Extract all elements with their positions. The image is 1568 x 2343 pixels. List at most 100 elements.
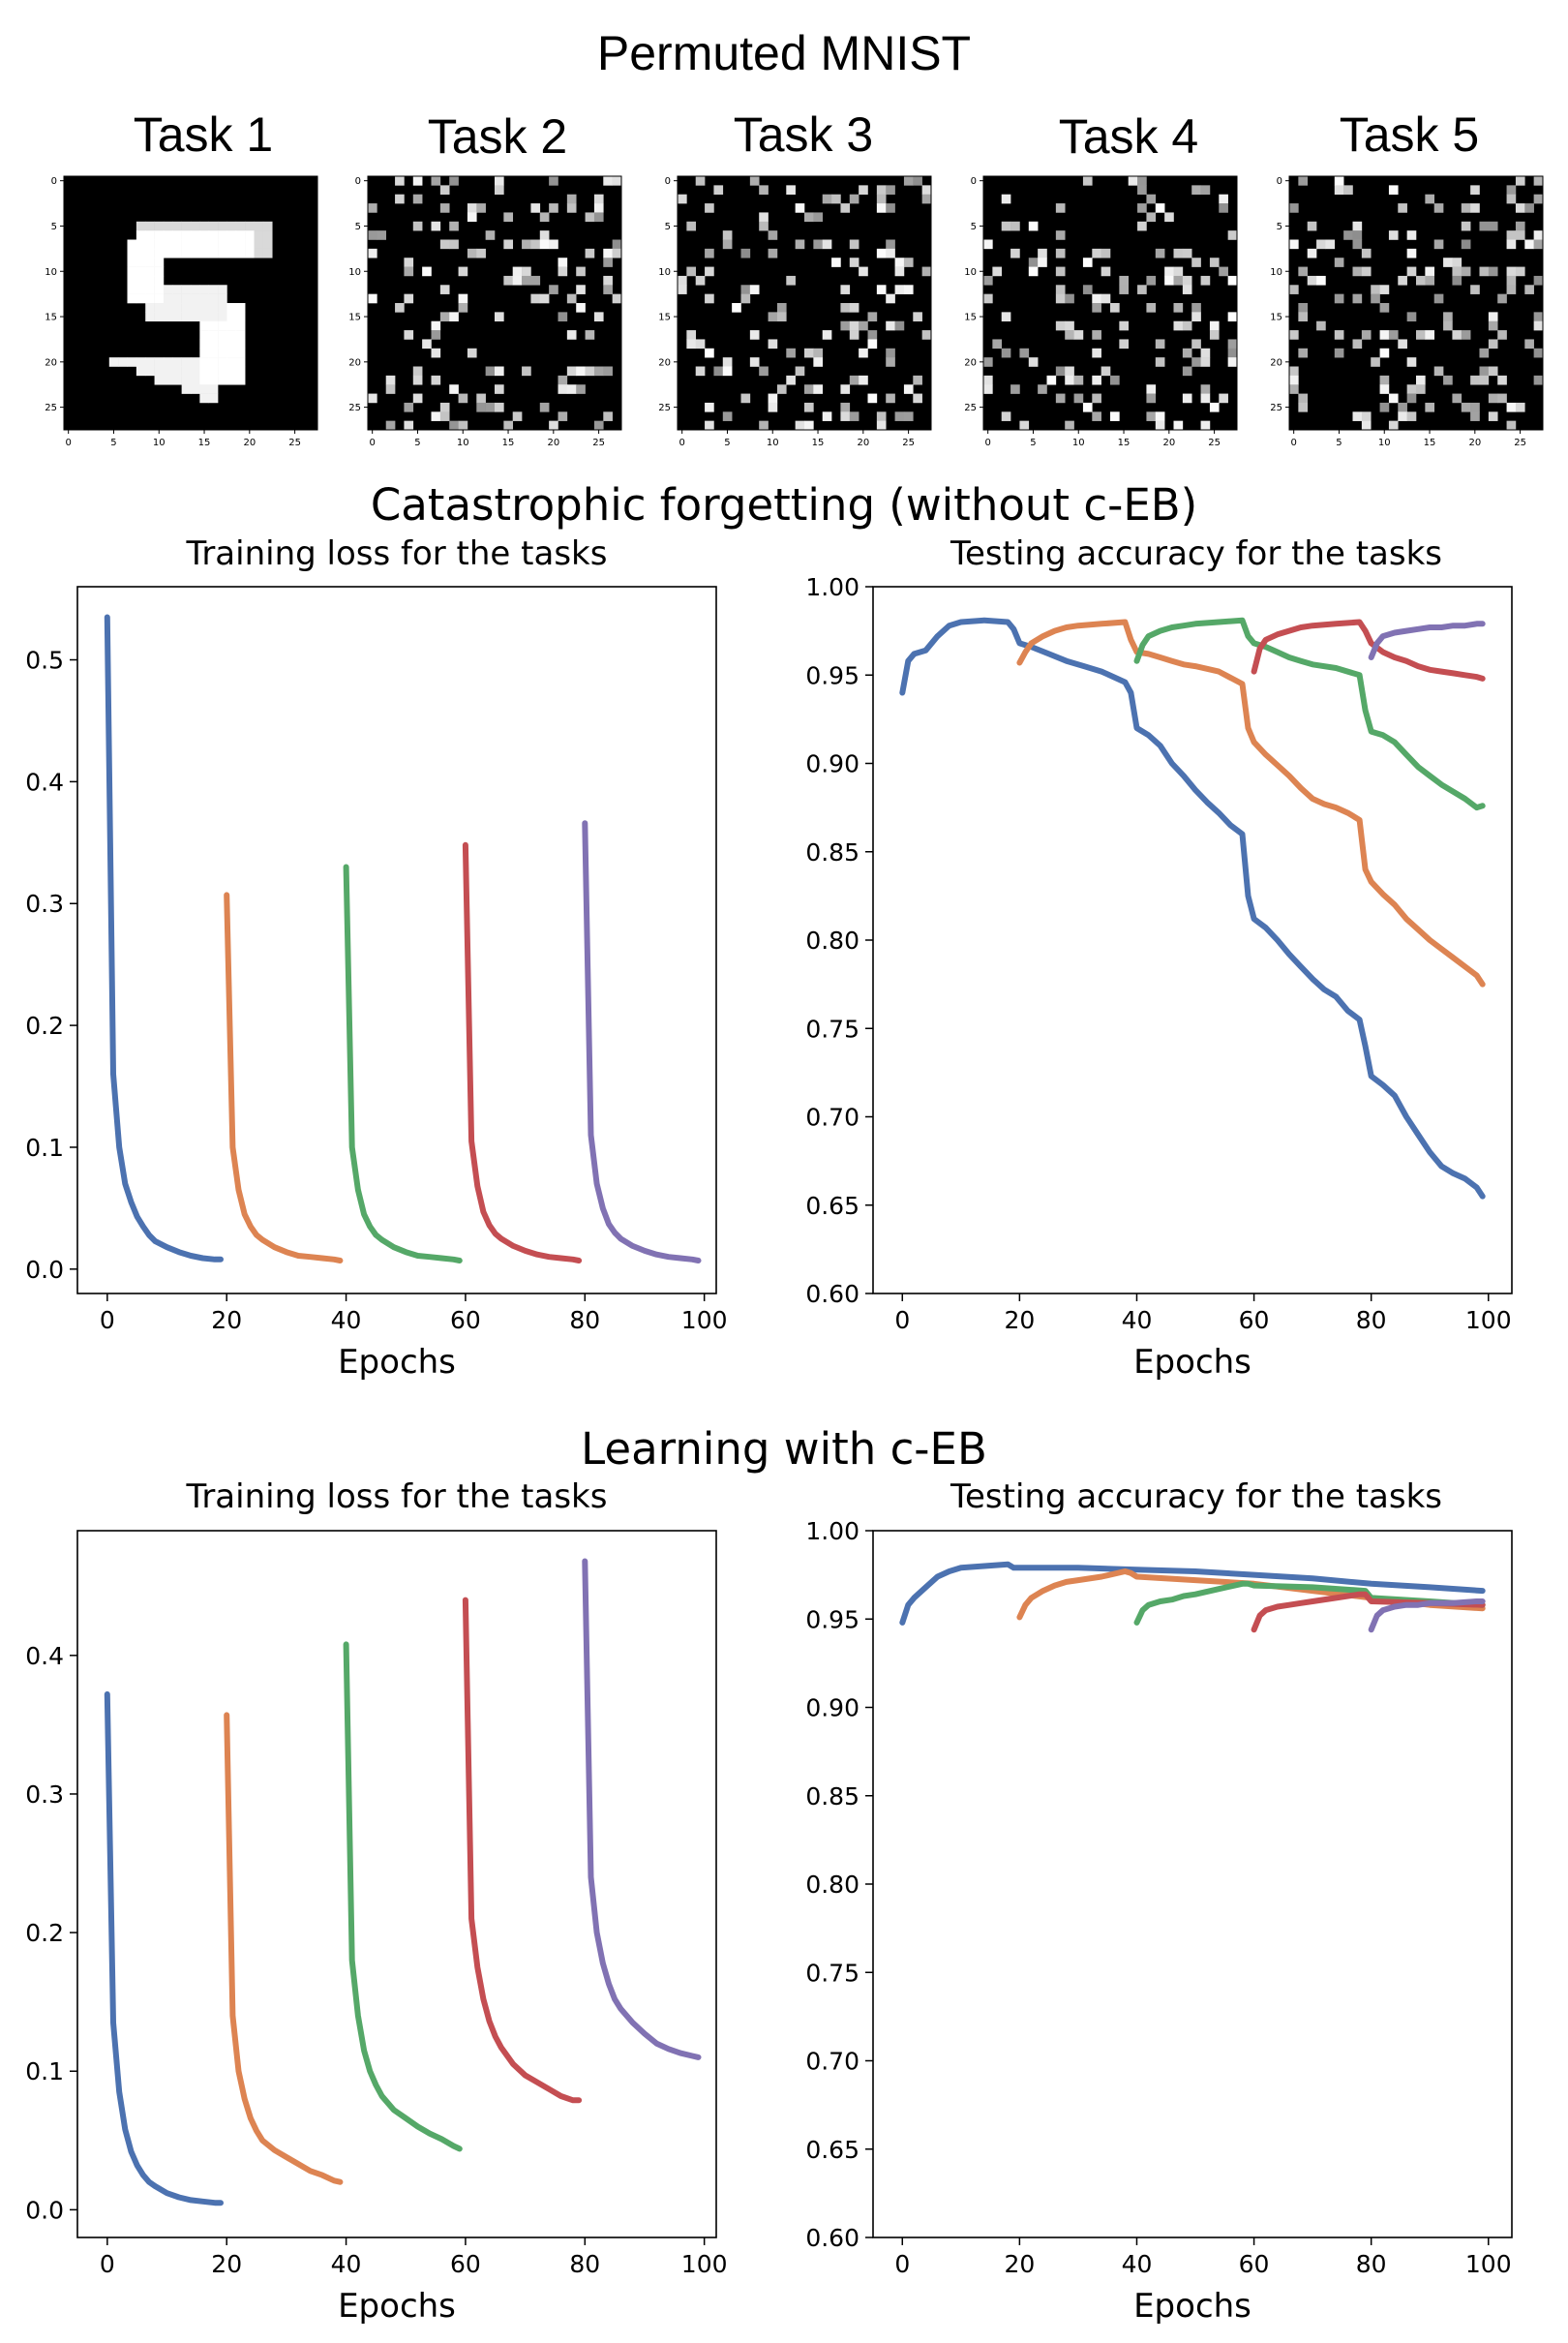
y-tick-label: 1.00 [805,573,859,601]
task-2-label: Task 2 [427,109,568,164]
image-y-tick-label: 10 [1270,267,1282,278]
image-x-tick-label: 5 [724,438,730,448]
y-tick-label: 0.95 [805,661,859,689]
image-x-tick-label: 25 [288,438,301,448]
y-tick-label: 0.60 [805,2224,859,2252]
image-x-tick-label: 15 [812,438,825,448]
y-tick-label: 0.85 [805,1782,859,1810]
plot-frame [872,586,1513,1294]
y-tick-label: 0.80 [805,1871,859,1899]
series-line-task-3 [1133,617,1486,811]
x-tick-label: 100 [1465,1306,1512,1334]
image-x-tick-label: 10 [1378,438,1391,448]
image-y-tick-label: 10 [45,267,57,278]
task-5-image [1288,175,1544,431]
y-tick-label: 0.90 [805,1694,859,1722]
task-4-image [982,175,1238,431]
x-tick-label: 80 [1356,2250,1387,2278]
series-line-task-4 [1251,619,1486,682]
image-y-tick-label: 5 [355,222,361,232]
image-x-tick-label: 20 [1468,438,1481,448]
series-line-task-2 [1016,619,1486,988]
series-line-task-2 [1016,1568,1486,1621]
image-x-tick-label: 10 [1072,438,1085,448]
task-1-image [63,175,318,431]
series-line-task-2 [224,892,344,1263]
y-tick-label: 0.75 [805,1015,859,1043]
plot-frame [872,1530,1513,2238]
y-tick-label: 0.1 [25,2057,64,2085]
image-x-tick-label: 25 [592,438,605,448]
digit-images: 0 5 10 15 20 25 0 5 10 15 20 25 0 5 10 15 20 25 0 5 10 15 20 25… [45,175,1544,448]
image-x-tick-label: 20 [857,438,869,448]
y-tick-label: 0.3 [25,1780,64,1809]
plot-frame [76,1530,717,2238]
y-tick-label: 0.90 [805,750,859,778]
y-tick-label: 0.5 [25,647,64,675]
task-3-label: Task 3 [733,107,874,162]
image-y-tick-label: 5 [51,222,57,232]
image-y-tick-label: 25 [348,403,361,413]
plot-frame [76,586,717,1294]
image-x-tick-label: 25 [902,438,915,448]
task-5-label: Task 5 [1339,107,1480,162]
image-y-tick-label: 15 [964,313,977,323]
y-tick-label: 0.70 [805,2048,859,2076]
x-tick-label: 100 [681,1306,728,1334]
task-4-label: Task 4 [1058,109,1199,164]
x-tick-label: 20 [211,1306,242,1334]
y-tick-label: 0.85 [805,838,859,867]
y-tick-label: 0.80 [805,927,859,955]
image-y-tick-label: 15 [348,313,361,323]
image-x-tick-label: 5 [1336,438,1342,448]
figure-title: Permuted MNIST [596,26,972,80]
series-line-task-1 [899,1561,1486,1626]
image-x-tick-label: 0 [984,438,990,448]
chart-title-loss-with: Training loss for the tasks [186,1477,608,1516]
accuracy-chart-with-ceb: 0.60 0.65 0.70 0.75 0.80 0.85 0.90 0.95 1.00 0 20 4… [805,1517,1513,2326]
image-y-tick-label: 15 [1270,313,1282,323]
image-y-tick-label: 25 [964,403,977,413]
x-tick-label: 0 [894,1306,910,1334]
series-line-task-5 [1368,621,1486,660]
loss-chart-without-ceb: 0.0 0.1 0.2 0.3 0.4 0.5 0 20 40 60 80 100 Epochs [25,586,728,1382]
x-tick-label: 40 [1122,2250,1153,2278]
y-tick-label: 0.2 [25,1919,64,1947]
image-y-tick-label: 20 [348,357,361,368]
image-x-tick-label: 15 [1118,438,1131,448]
y-tick-label: 0.0 [25,2196,64,2224]
y-tick-label: 0.4 [25,768,64,796]
task-1-label: Task 1 [133,107,274,162]
image-y-tick-label: 25 [658,403,671,413]
image-x-tick-label: 0 [369,438,375,448]
image-x-tick-label: 10 [457,438,469,448]
x-tick-label: 80 [569,1306,600,1334]
x-tick-label: 40 [1122,1306,1153,1334]
y-tick-label: 0.2 [25,1012,64,1040]
image-x-tick-label: 15 [198,438,211,448]
x-tick-label: 40 [331,2250,362,2278]
x-tick-label: 60 [450,1306,481,1334]
image-y-tick-label: 15 [658,313,671,323]
x-tick-label: 60 [450,2250,481,2278]
x-tick-label: 60 [1239,2250,1270,2278]
image-x-tick-label: 15 [1424,438,1436,448]
series-line-task-1 [899,617,1486,1200]
y-tick-label: 0.75 [805,1959,859,1987]
x-tick-label: 20 [1004,2250,1035,2278]
y-tick-label: 1.00 [805,1517,859,1545]
chart-title-loss-without: Training loss for the tasks [186,534,608,573]
image-y-tick-label: 15 [45,313,57,323]
image-x-tick-label: 25 [1208,438,1221,448]
image-x-tick-label: 20 [243,438,256,448]
accuracy-chart-without-ceb: 0.60 0.65 0.70 0.75 0.80 0.85 0.90 0.95 1.00 0 20 4… [805,573,1513,1382]
image-y-tick-label: 0 [1277,176,1282,187]
series-line-task-1 [104,614,224,1263]
series-line-task-4 [462,841,583,1263]
y-tick-label: 0.4 [25,1642,64,1670]
image-y-tick-label: 0 [51,176,57,187]
image-y-tick-label: 10 [964,267,977,278]
image-x-tick-label: 0 [678,438,684,448]
series-line-task-4 [1251,1591,1486,1633]
chart-title-acc-with: Testing accuracy for the tasks [950,1477,1442,1516]
